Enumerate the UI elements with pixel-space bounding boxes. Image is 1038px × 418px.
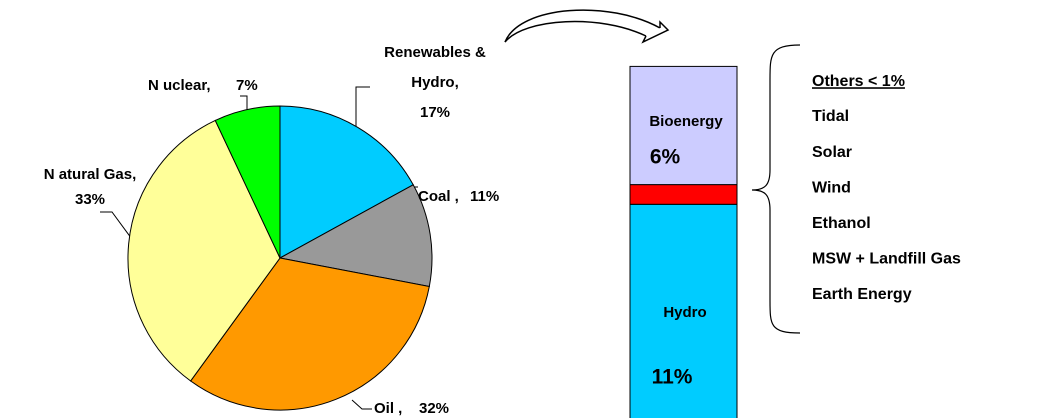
slice-label: Renewables & Hydro, <box>384 44 486 91</box>
bar-segment <box>629 65 738 186</box>
pie-slice <box>278 184 433 288</box>
pie-slice <box>214 105 281 259</box>
slice-label: Oil , <box>374 400 403 417</box>
segment-label: Bioenergy <box>649 113 723 130</box>
arrow <box>504 20 647 43</box>
annotation-item: Tidal <box>812 108 849 125</box>
slice-value-label: 33% <box>74 191 106 208</box>
annotation-title: Others < 1% <box>812 73 905 90</box>
segment-value-label: 6% <box>650 146 681 169</box>
leader-line <box>100 211 138 247</box>
bar-segment <box>629 203 738 418</box>
slice-value-label: 7% <box>236 77 258 94</box>
slice-value-label: 17% <box>419 104 451 121</box>
segment-label: Hydro <box>663 304 706 321</box>
leader-line <box>351 399 372 410</box>
slice-label: Coal , <box>418 188 459 205</box>
segment-value-label: 11% <box>652 366 693 389</box>
slice-label: N uclear, <box>148 77 211 94</box>
pie-slice <box>127 119 281 382</box>
pie <box>127 105 433 411</box>
leader-line <box>355 86 370 135</box>
bar-segment <box>629 184 738 205</box>
annotation-item: Solar <box>812 144 852 161</box>
annotation-item: Wind <box>812 179 851 196</box>
slice-value-label: 32% <box>419 400 450 417</box>
pie-slice <box>279 105 414 259</box>
brace <box>751 44 801 334</box>
slice-value-label: 11% <box>470 188 500 205</box>
annotation-item: Ethanol <box>812 215 871 232</box>
arrow-head <box>641 20 670 44</box>
arrow <box>504 9 661 43</box>
pie-slice <box>189 257 430 411</box>
annotation-item: MSW + Landfill Gas <box>812 251 961 268</box>
slice-label: N atural Gas, <box>43 166 137 183</box>
annotation-item: Earth Energy <box>812 286 912 303</box>
